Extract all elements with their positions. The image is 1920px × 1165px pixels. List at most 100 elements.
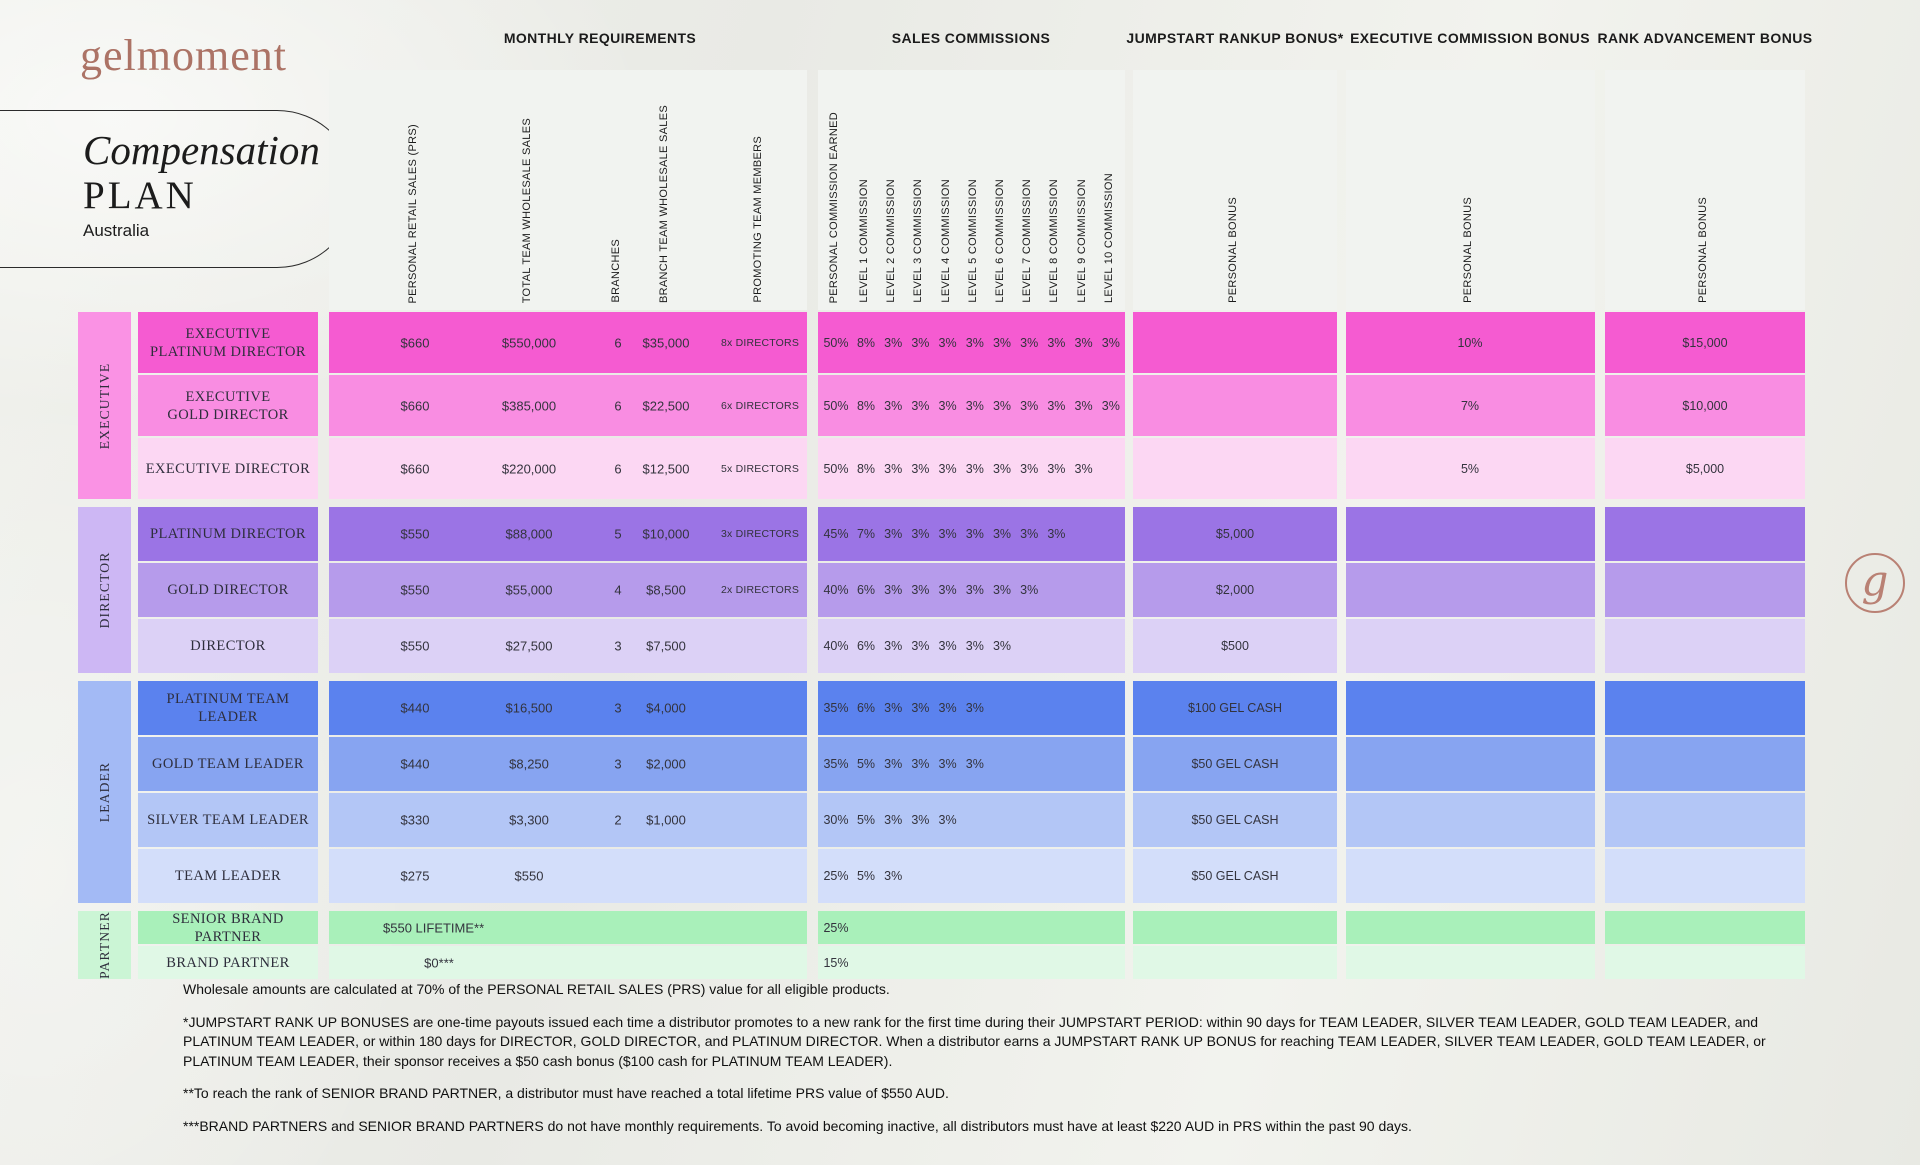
cell-ra-silver-team-leader [1605,793,1805,847]
value-3: 3% [965,461,984,476]
cell-mr-senior-brand-partner: $550 LIFETIME** [329,911,807,944]
footnote-senior-brand-partner: **To reach the rank of SENIOR BRAND PART… [183,1085,949,1101]
cell-js-silver-team-leader: $50 GEL CASH [1133,793,1337,847]
value-3: 3% [884,701,903,715]
value-3: 3% [965,701,984,715]
value-5: 5% [856,813,876,827]
value-25: 25% [823,869,849,883]
value-3: 3% [884,583,903,597]
value-3: 3% [965,527,984,541]
cell-ec-silver-team-leader [1346,793,1595,847]
cell-sc-team-leader: 25% 5% 3% [818,849,1125,903]
section-title-monthly-requirements: MONTHLY REQUIREMENTS [503,30,697,46]
column-header-panel-mr: PERSONAL RETAIL SALES (PRS) TOTAL TEAM WH… [329,70,807,310]
cell-ec-executive-gold-director: 7% [1346,375,1595,436]
footnote-inactivity: ***BRAND PARTNERS and SENIOR BRAND PARTN… [183,1117,1412,1134]
value-3: 3% [965,398,984,413]
compensation-table: PERSONAL RETAIL SALES (PRS) TOTAL TEAM WH… [78,70,1805,979]
cell-ec-executive-platinum-director: 10% [1346,312,1595,373]
cell-mr-director: $550 $27,500 3 $7,500 [329,619,807,673]
cell-sc-senior-brand-partner: 25% [818,911,1125,944]
value-8-500: $8,500 [646,582,686,598]
cell-ra-platinum-director [1605,507,1805,561]
value-40: 40% [823,639,849,653]
value-3: 3% [1020,461,1039,476]
cell-ec-executive-director: 5% [1346,438,1595,499]
value-3: 3% [965,639,984,653]
value-3: 3% [1020,335,1039,350]
value-5x-directors: 5x DIRECTORS [720,462,800,475]
column-header-panel-ec: PERSONAL BONUS [1346,70,1595,310]
value-3: 3% [884,398,903,413]
cell-mr-executive-director: $660 $220,000 6 $12,500 5x DIRECTORS [329,438,807,499]
value-3: 3% [938,813,957,827]
value-385-000: $385,000 [501,398,557,413]
value-3: 3% [1047,527,1066,541]
rank-gold-director: GOLD DIRECTOR [138,563,318,617]
value-550: $550 [400,526,430,542]
column-header-panel-js: PERSONAL BONUS [1133,70,1337,310]
value-8: 8% [856,335,876,350]
value-100-gel-cash: $100 GEL CASH [1187,701,1283,715]
value-2: 2 [614,812,622,828]
cell-ra-executive-gold-director: $10,000 [1605,375,1805,436]
group-label-text: DIRECTOR [96,551,112,629]
value-22-500: $22,500 [642,398,690,413]
value-3: 3% [884,335,903,350]
cell-mr-team-leader: $275 $550 [329,849,807,903]
column-header-level-1-commission: LEVEL 1 COMMISSION [858,179,870,303]
brand-monogram-icon: g [1845,553,1905,613]
cell-ra-senior-brand-partner [1605,911,1805,944]
value-4: 4 [614,582,622,598]
cell-mr-platinum-director: $550 $88,000 5 $10,000 3x DIRECTORS [329,507,807,561]
value-3: 3% [884,639,903,653]
value-3: 3% [992,398,1012,413]
cell-ec-senior-brand-partner [1346,911,1595,944]
value-3: 3% [938,461,957,476]
cell-ra-gold-director [1605,563,1805,617]
value-3: 3% [884,461,903,476]
value-220-000: $220,000 [501,461,557,476]
value-12-500: $12,500 [642,461,690,476]
value-3: 3% [938,757,957,771]
value-500: $500 [1221,639,1249,653]
value-550: $550 [400,582,430,598]
value-660: $660 [400,461,430,476]
cell-ec-brand-partner [1346,946,1595,979]
cell-js-executive-gold-director [1133,375,1337,436]
column-header-level-7-commission: LEVEL 7 COMMISSION [1021,179,1034,303]
value-5: 5 [614,526,622,542]
column-header-level-6-commission: LEVEL 6 COMMISSION [994,179,1006,303]
value-6: 6 [614,335,622,350]
value-3: 3% [938,583,957,597]
rank-executive-gold-director: EXECUTIVE GOLD DIRECTOR [138,375,318,436]
cell-sc-platinum-director: 45% 7% 3% 3% 3% 3% 3% 3% 3% [818,507,1125,561]
cell-sc-executive-platinum-director: 50% 8% 3% 3% 3% 3% 3% 3% 3% 3% 3% [818,312,1125,373]
value-35-000: $35,000 [642,335,690,350]
value-3: 3% [938,639,957,653]
cell-ec-gold-director [1346,563,1595,617]
value-3: 3% [1074,461,1093,476]
cell-mr-platinum-team-leader: $440 $16,500 3 $4,000 [329,681,807,735]
value-5: 5% [856,757,876,771]
value-3: 3% [965,583,984,597]
value-5-000: $5,000 [1685,461,1725,476]
cell-js-executive-platinum-director [1133,312,1337,373]
value-3: 3% [1047,335,1066,350]
value-3: 3% [992,583,1012,597]
value-3: 3 [614,700,622,716]
value-35: 35% [823,757,849,771]
value-3: 3% [1074,335,1093,350]
cell-ra-platinum-team-leader [1605,681,1805,735]
value-5: 5% [856,869,876,883]
value-3: 3% [965,335,984,350]
value-3: 3% [1101,335,1120,350]
value-550: $550 [514,868,544,884]
value-6: 6% [856,701,876,715]
value-3: 3% [992,335,1012,350]
rank-executive-director: EXECUTIVE DIRECTOR [138,438,318,499]
value-3: 3% [911,583,930,597]
value-8: 8% [856,461,876,476]
value-3: 3% [911,398,930,413]
